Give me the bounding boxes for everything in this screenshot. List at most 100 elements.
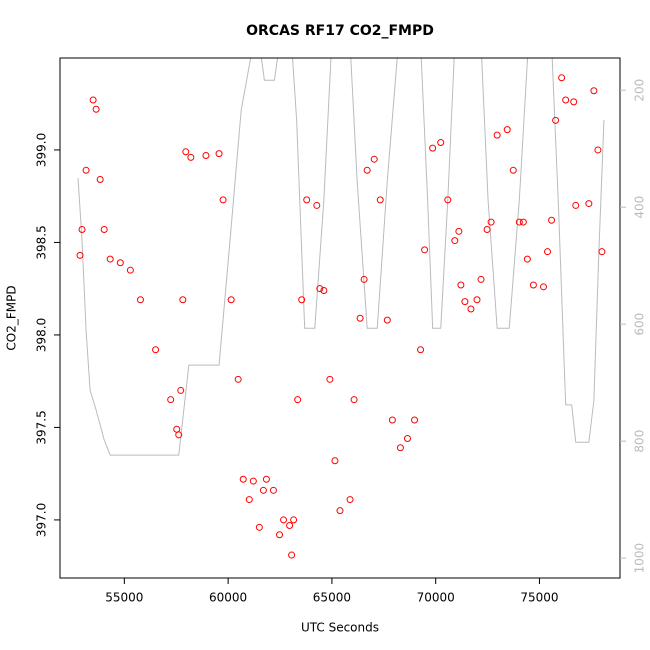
y2-tick-label: 600: [633, 313, 647, 336]
point: [249, 477, 257, 485]
point: [290, 516, 298, 524]
point: [255, 523, 263, 531]
point: [421, 246, 429, 254]
line: [77, 58, 605, 456]
y-tick-label: 397.0: [35, 503, 49, 537]
point: [529, 281, 537, 289]
point: [360, 275, 368, 283]
point: [363, 166, 371, 174]
y-tick-label: 398.5: [35, 225, 49, 259]
point: [483, 225, 491, 233]
point: [331, 457, 339, 465]
point: [411, 416, 419, 424]
point: [444, 196, 452, 204]
point: [187, 153, 195, 161]
point: [276, 531, 284, 539]
point: [558, 74, 566, 82]
point: [294, 396, 302, 404]
chart-title: ORCAS RF17 CO2_FMPD: [246, 23, 434, 39]
point: [320, 287, 328, 295]
point: [286, 521, 294, 529]
point: [487, 218, 495, 226]
y2-tick-label: 200: [633, 79, 647, 102]
point: [92, 105, 100, 113]
point: [234, 375, 242, 383]
point: [167, 396, 175, 404]
point: [461, 298, 469, 306]
point: [503, 126, 511, 134]
point: [288, 551, 296, 559]
point: [126, 266, 134, 274]
point: [89, 96, 97, 104]
point: [313, 201, 321, 209]
point: [136, 296, 144, 304]
point: [585, 200, 593, 208]
point: [455, 227, 463, 235]
point: [245, 496, 253, 504]
point: [515, 218, 523, 226]
y-tick-label: 397.5: [35, 410, 49, 444]
point: [316, 285, 324, 293]
point: [239, 475, 247, 483]
plot-frame: [59, 57, 621, 579]
point: [152, 346, 160, 354]
point: [177, 386, 185, 394]
point: [539, 283, 547, 291]
point: [116, 259, 124, 267]
point: [326, 375, 334, 383]
point: [350, 396, 358, 404]
point: [100, 225, 108, 233]
point: [262, 475, 270, 483]
point: [298, 296, 306, 304]
x-tick-label: 65000: [313, 591, 351, 605]
x-axis-label: UTC Seconds: [301, 621, 379, 635]
point: [370, 155, 378, 163]
point: [383, 316, 391, 324]
point: [346, 496, 354, 504]
point: [477, 275, 485, 283]
point: [106, 255, 114, 263]
point: [227, 296, 235, 304]
y2-tick-label: 400: [633, 196, 647, 219]
point: [509, 166, 517, 174]
point: [175, 431, 183, 439]
point: [78, 225, 86, 233]
point: [376, 196, 384, 204]
point: [388, 416, 396, 424]
y-tick-label: 398.0: [35, 318, 49, 352]
point: [570, 98, 578, 106]
point: [473, 296, 481, 304]
point: [269, 486, 277, 494]
point: [417, 346, 425, 354]
point: [303, 196, 311, 204]
point: [280, 516, 288, 524]
point: [493, 131, 501, 139]
point: [552, 116, 560, 124]
point: [548, 216, 556, 224]
point: [572, 201, 580, 209]
point: [457, 281, 465, 289]
point: [467, 305, 475, 313]
point: [182, 148, 190, 156]
point: [544, 248, 552, 256]
point: [82, 166, 90, 174]
point: [76, 251, 84, 259]
point: [594, 146, 602, 154]
point: [396, 444, 404, 452]
point: [523, 255, 531, 263]
point: [429, 144, 437, 152]
point: [598, 248, 606, 256]
point: [403, 435, 411, 443]
point: [96, 176, 104, 184]
point: [336, 507, 344, 515]
x-tick-label: 55000: [105, 591, 143, 605]
point: [519, 218, 527, 226]
y2-tick-label: 1000: [633, 543, 647, 574]
point: [202, 151, 210, 159]
y2-tick-label: 800: [633, 430, 647, 453]
x-tick-label: 75000: [520, 591, 558, 605]
x-tick-label: 70000: [417, 591, 455, 605]
y-axis-label: CO2_FMPD: [5, 285, 19, 350]
